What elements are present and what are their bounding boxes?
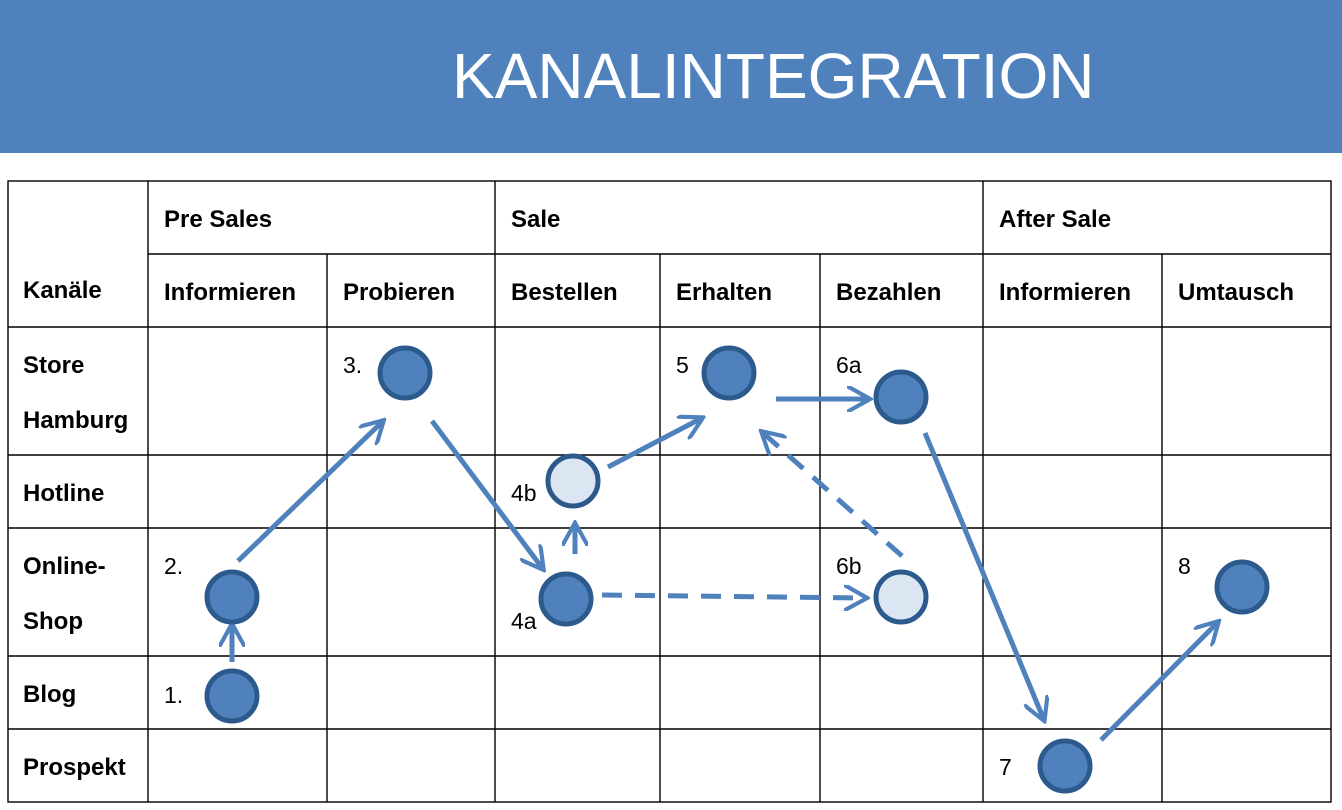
step-header-erhalten: Erhalten — [676, 279, 772, 306]
node-n1 — [204, 668, 260, 724]
node-label-n4a: 4a — [511, 608, 537, 634]
step-header-informieren: Informieren — [164, 279, 296, 306]
arrow-n6a-to-n7 — [922, 432, 1044, 720]
channel-label-store: Store — [23, 352, 84, 379]
phase-header-sale: Sale — [511, 206, 560, 233]
channel-label-online-shop-line2: Shop — [23, 608, 83, 635]
node-n4a — [538, 571, 594, 627]
step-header-informieren-after: Informieren — [999, 279, 1131, 306]
node-n4b — [545, 453, 601, 509]
node-n8 — [1214, 559, 1270, 615]
node-label-n1: 1. — [164, 682, 183, 708]
node-n3 — [377, 345, 433, 401]
node-label-n8: 8 — [1178, 553, 1191, 579]
node-n5 — [701, 345, 757, 401]
arrow-n2-to-n3 — [236, 421, 383, 563]
channel-label-store-line2: Hamburg — [23, 407, 128, 434]
step-header-probieren: Probieren — [343, 279, 455, 306]
node-n6b — [873, 569, 929, 625]
step-header-umtausch: Umtausch — [1178, 279, 1294, 306]
arrow-n6b-to-n5 — [762, 432, 904, 558]
node-label-n6a: 6a — [836, 352, 862, 378]
node-label-n2: 2. — [164, 553, 183, 579]
node-label-n5: 5 — [676, 352, 689, 378]
node-label-n7: 7 — [999, 754, 1012, 780]
channel-label-blog: Blog — [23, 681, 76, 708]
title-banner: KANALINTEGRATION — [0, 0, 1342, 153]
page-title: KANALINTEGRATION — [452, 40, 1095, 112]
step-header-bestellen: Bestellen — [511, 279, 618, 306]
flow-arrows — [232, 399, 1218, 742]
arrow-n7-to-n8 — [1099, 622, 1218, 742]
channel-label-prospekt: Prospekt — [23, 754, 126, 781]
arrow-n4b-to-n5 — [606, 418, 702, 470]
node-n2 — [204, 569, 260, 625]
flow-nodes — [204, 345, 1270, 794]
node-label-n6b: 6b — [836, 553, 862, 579]
phase-header-after-sale: After Sale — [999, 206, 1111, 233]
node-n6a — [873, 369, 929, 425]
arrow-n4a-to-n6b — [601, 595, 866, 598]
channel-label-online-shop: Online- — [23, 553, 106, 580]
phase-header-pre-sales: Pre Sales — [164, 206, 272, 233]
node-label-n3: 3. — [343, 352, 362, 378]
node-n7 — [1037, 738, 1093, 794]
table-grid — [7, 180, 1332, 803]
channel-label-hotline: Hotline — [23, 480, 104, 507]
arrow-n3-to-n4a — [430, 419, 543, 569]
flow-node-labels: 1. 2. 3. 4a 4b 5 6a 6b 7 8 — [164, 352, 1191, 780]
node-label-n4b: 4b — [511, 480, 537, 506]
channels-column-header: Kanäle — [23, 277, 102, 304]
step-header-bezahlen: Bezahlen — [836, 279, 941, 306]
